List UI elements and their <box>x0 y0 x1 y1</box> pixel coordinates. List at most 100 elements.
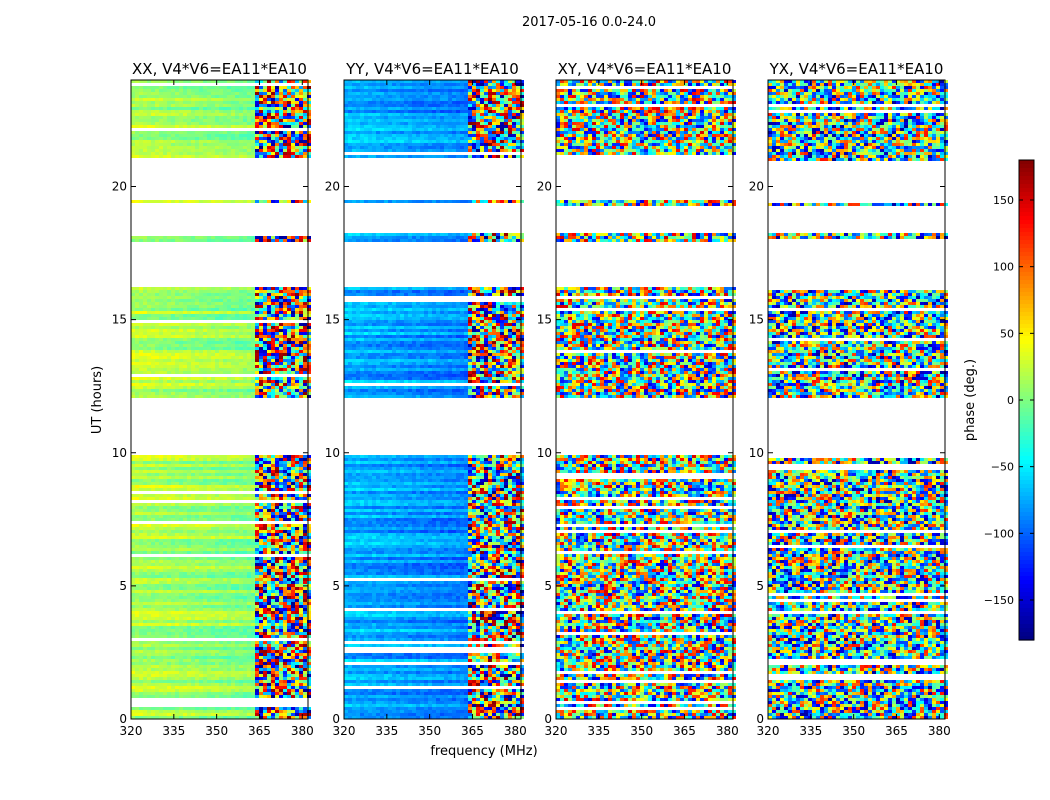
colorbar-segment <box>1019 540 1034 545</box>
colorbar-segment <box>1019 636 1034 641</box>
colorbar-segment <box>1019 164 1034 169</box>
colorbar-segment <box>1019 244 1034 249</box>
colorbar-segment <box>1019 532 1034 537</box>
colorbar-segment <box>1019 264 1034 269</box>
colorbar-segment <box>1019 376 1034 381</box>
colorbar-segment <box>1019 396 1034 401</box>
colorbar-segment <box>1019 500 1034 505</box>
colorbar-segment <box>1019 248 1034 253</box>
colorbar-segment <box>1019 184 1034 189</box>
colorbar-segment <box>1019 240 1034 245</box>
colorbar-segment <box>1019 200 1034 205</box>
colorbar-segment <box>1019 284 1034 289</box>
colorbar-segment <box>1019 452 1034 457</box>
colorbar-segment <box>1019 420 1034 425</box>
panels: XX, V4*V6=EA11*EA10 320 335 350 365 380 0 5 10 15… <box>112 60 951 738</box>
y-tick-label: 15 <box>537 313 552 327</box>
colorbar-segment <box>1019 308 1034 313</box>
figure-suptitle: 2017-05-16 0.0-24.0 <box>522 15 656 30</box>
colorbar-segment <box>1019 288 1034 293</box>
colorbar-segment <box>1019 472 1034 477</box>
x-tick-label: 320 <box>757 724 780 738</box>
y-tick-label: 10 <box>749 446 764 460</box>
colorbar-segment <box>1019 208 1034 213</box>
colorbar-segment <box>1019 528 1034 533</box>
x-tick-label: 365 <box>461 724 484 738</box>
colorbar-tick-label: −100 <box>984 527 1014 540</box>
colorbar-segment <box>1019 340 1034 345</box>
colorbar-segment <box>1019 588 1034 593</box>
colorbar-segment <box>1019 552 1034 557</box>
colorbar-segment <box>1019 576 1034 581</box>
colorbar-segment <box>1019 344 1034 349</box>
colorbar-segment <box>1019 364 1034 369</box>
heatmap-image <box>768 80 948 719</box>
colorbar-segment <box>1019 352 1034 357</box>
colorbar-segment <box>1019 484 1034 489</box>
colorbar-segment <box>1019 384 1034 389</box>
y-tick-label: 0 <box>544 712 552 726</box>
colorbar-segment <box>1019 272 1034 277</box>
x-tick-label: 350 <box>842 724 865 738</box>
x-tick-label: 365 <box>673 724 696 738</box>
colorbar-segment <box>1019 160 1034 165</box>
colorbar-segment <box>1019 432 1034 437</box>
y-tick-label: 5 <box>756 579 764 593</box>
colorbar-segment <box>1019 460 1034 465</box>
colorbar-segment <box>1019 592 1034 597</box>
colorbar-segment <box>1019 360 1034 365</box>
axes-frame <box>343 79 522 720</box>
colorbar-segment <box>1019 368 1034 373</box>
colorbar-segment <box>1019 320 1034 325</box>
colorbar-segment <box>1019 188 1034 193</box>
colorbar-segment <box>1019 464 1034 469</box>
colorbar-segment <box>1019 584 1034 589</box>
colorbar-segment <box>1019 612 1034 617</box>
x-tick-label: 380 <box>291 724 314 738</box>
y-tick-label: 5 <box>332 579 340 593</box>
colorbar-segment <box>1019 496 1034 501</box>
colorbar-segment <box>1019 600 1034 605</box>
colorbar-segment <box>1019 568 1034 573</box>
axes-frame <box>130 79 309 720</box>
x-tick-label: 320 <box>333 724 356 738</box>
y-tick-label: 5 <box>119 579 127 593</box>
colorbar-segment <box>1019 256 1034 261</box>
colorbar-segment <box>1019 260 1034 265</box>
y-tick-label: 15 <box>749 313 764 327</box>
x-axis-label: frequency (MHz) <box>430 744 537 759</box>
colorbar-segment <box>1019 324 1034 329</box>
colorbar-segment <box>1019 440 1034 445</box>
y-tick-label: 0 <box>332 712 340 726</box>
x-tick-label: 365 <box>248 724 271 738</box>
colorbar-segment <box>1019 220 1034 225</box>
colorbar-segment <box>1019 572 1034 577</box>
colorbar-segment <box>1019 456 1034 461</box>
colorbar-segment <box>1019 180 1034 185</box>
colorbar-segment <box>1019 520 1034 525</box>
x-tick-label: 335 <box>162 724 185 738</box>
colorbar-tick-label: 150 <box>993 194 1014 207</box>
colorbar-segment <box>1019 536 1034 541</box>
colorbar-segment <box>1019 624 1034 629</box>
colorbar: 150 100 50 0 −50 −100 −150 <box>984 159 1035 641</box>
colorbar-segment <box>1019 252 1034 257</box>
colorbar-segment <box>1019 312 1034 317</box>
colorbar-segment <box>1019 596 1034 601</box>
colorbar-segment <box>1019 428 1034 433</box>
colorbar-segment <box>1019 296 1034 301</box>
y-tick-label: 15 <box>112 313 127 327</box>
y-axis-label: UT (hours) <box>90 366 105 434</box>
panel-1: YY, V4*V6=EA11*EA10 320 335 350 365 380 0 5 10 15… <box>325 60 527 738</box>
colorbar-segment <box>1019 232 1034 237</box>
colorbar-segment <box>1019 292 1034 297</box>
x-tick-label: 320 <box>545 724 568 738</box>
panel-title: YX, V4*V6=EA11*EA10 <box>769 60 944 78</box>
colorbar-tick-label: −150 <box>984 594 1014 607</box>
colorbar-segment <box>1019 176 1034 181</box>
colorbar-segment <box>1019 616 1034 621</box>
colorbar-segment <box>1019 388 1034 393</box>
x-tick-label: 380 <box>928 724 951 738</box>
x-tick-label: 350 <box>418 724 441 738</box>
